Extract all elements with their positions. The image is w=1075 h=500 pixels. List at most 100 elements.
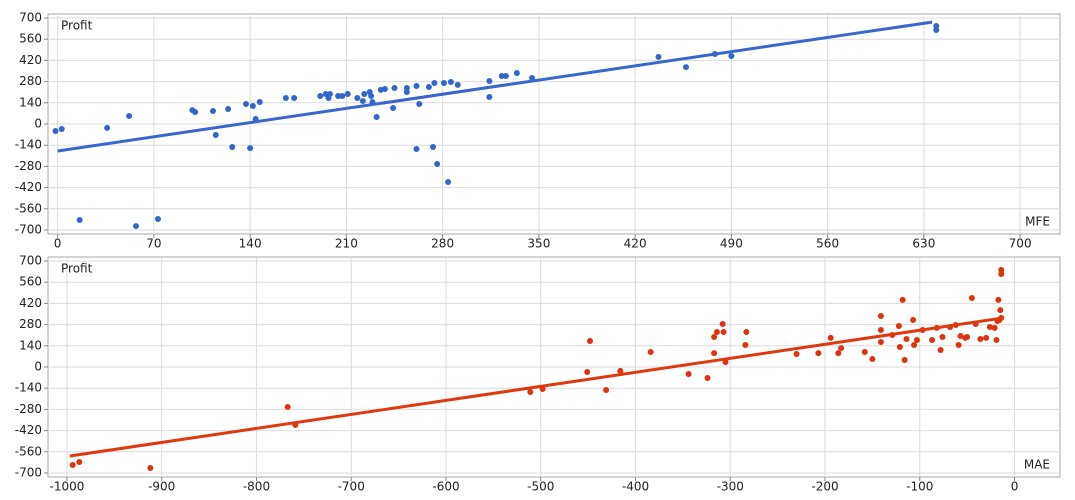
- x-tick-label: 560: [816, 237, 839, 251]
- data-point: [58, 125, 65, 132]
- y-tick-label: -280: [15, 159, 42, 173]
- data-point: [901, 357, 908, 364]
- data-point: [212, 132, 219, 139]
- data-point: [486, 94, 493, 101]
- data-point: [354, 94, 361, 101]
- x-tick-label: -400: [622, 480, 649, 494]
- data-point: [603, 387, 610, 394]
- data-point: [339, 92, 346, 99]
- data-point: [911, 342, 918, 349]
- data-point: [835, 350, 842, 357]
- y-tick-label: 0: [34, 360, 42, 374]
- data-point: [430, 144, 436, 151]
- data-point: [793, 350, 800, 357]
- data-point: [877, 339, 884, 346]
- y-axis-label: Profit: [61, 19, 93, 33]
- data-point: [742, 342, 749, 349]
- y-tick-label: -140: [15, 138, 42, 152]
- data-point: [381, 86, 388, 93]
- data-point: [827, 334, 834, 341]
- x-tick-label: 140: [239, 237, 262, 251]
- data-point: [317, 92, 324, 99]
- data-point: [655, 53, 662, 60]
- x-tick-label: 420: [624, 237, 647, 251]
- data-point: [527, 388, 534, 395]
- data-point: [683, 64, 689, 71]
- data-point: [368, 92, 375, 99]
- x-axis-label: MAE: [1024, 458, 1050, 472]
- x-tick-label: 70: [146, 237, 161, 251]
- y-tick-label: -140: [15, 381, 42, 395]
- x-tick-label: -200: [811, 480, 838, 494]
- y-axis-label: Profit: [61, 262, 93, 276]
- data-point: [76, 217, 83, 224]
- data-point: [955, 342, 962, 349]
- data-point: [719, 320, 726, 327]
- data-point: [997, 307, 1004, 314]
- x-tick-label: -600: [432, 480, 459, 494]
- data-point: [711, 334, 718, 341]
- data-point: [838, 345, 845, 352]
- y-tick-label: 700: [19, 254, 42, 268]
- data-point: [434, 160, 441, 167]
- data-point: [929, 337, 936, 344]
- data-point: [869, 355, 876, 362]
- data-point: [147, 465, 154, 472]
- data-point: [502, 72, 509, 79]
- y-tick-label: 280: [19, 74, 42, 88]
- data-point: [413, 82, 420, 89]
- y-tick-label: 420: [19, 296, 42, 310]
- trend-line: [57, 20, 933, 153]
- x-tick-label: 630: [912, 237, 935, 251]
- data-point: [498, 72, 505, 79]
- data-point: [899, 296, 906, 303]
- data-point: [403, 89, 410, 96]
- data-point: [425, 84, 432, 91]
- data-point: [617, 367, 624, 374]
- x-tick-label: 700: [1009, 237, 1032, 251]
- y-tick-label: 560: [19, 32, 42, 46]
- x-tick-label: 210: [335, 237, 358, 251]
- data-point: [584, 368, 591, 375]
- data-point: [895, 322, 902, 329]
- data-point: [998, 271, 1005, 278]
- x-tick-label: 280: [431, 237, 454, 251]
- data-point: [52, 127, 59, 134]
- data-point: [133, 223, 139, 230]
- data-point: [995, 296, 1002, 303]
- data-point: [933, 26, 940, 33]
- data-point: [728, 53, 735, 60]
- data-point: [249, 102, 256, 109]
- data-point: [968, 294, 975, 301]
- data-point: [910, 317, 917, 324]
- x-tick-label: -1000: [50, 480, 85, 494]
- data-point: [229, 144, 236, 151]
- data-point: [937, 347, 944, 354]
- data-point: [441, 79, 447, 86]
- data-point: [210, 107, 216, 114]
- data-point: [711, 350, 718, 357]
- data-point: [416, 101, 423, 108]
- data-point: [983, 334, 990, 341]
- data-point: [445, 178, 452, 185]
- data-point: [243, 101, 249, 108]
- data-point: [647, 349, 654, 356]
- y-tick-label: -420: [15, 423, 42, 437]
- data-point: [192, 109, 199, 116]
- data-point: [284, 403, 291, 410]
- data-point: [991, 324, 998, 331]
- data-point: [326, 91, 333, 98]
- y-tick-label: 140: [19, 95, 42, 109]
- x-tick-label: -900: [148, 480, 175, 494]
- y-tick-label: 280: [19, 317, 42, 331]
- data-point: [704, 375, 711, 382]
- y-tick-label: 700: [19, 11, 42, 25]
- data-point: [861, 349, 868, 356]
- y-tick-label: -420: [15, 180, 42, 194]
- y-tick-label: 140: [19, 338, 42, 352]
- x-tick-label: -500: [527, 480, 554, 494]
- y-tick-label: -560: [15, 201, 42, 215]
- data-point: [361, 91, 368, 98]
- y-tick-label: 560: [19, 275, 42, 289]
- data-point: [104, 124, 111, 131]
